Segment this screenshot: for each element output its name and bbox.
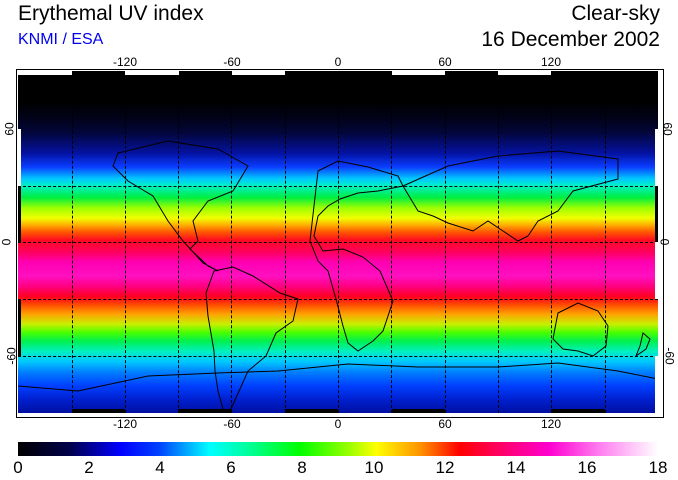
longitude-gridline bbox=[125, 71, 126, 413]
border-segment bbox=[72, 409, 125, 413]
colorbar-tick: 16 bbox=[577, 458, 597, 477]
border-segment bbox=[551, 409, 605, 413]
lat-tick-right: 0 bbox=[657, 238, 672, 246]
lon-tick-top: 0 bbox=[334, 55, 342, 69]
border-segment bbox=[655, 186, 658, 242]
lat-tick-left: 0 bbox=[0, 238, 14, 246]
colorbar-tick: 10 bbox=[364, 458, 384, 477]
border-segment bbox=[655, 356, 658, 413]
longitude-gridline bbox=[285, 71, 286, 413]
lon-tick-bottom: 120 bbox=[540, 417, 562, 431]
longitude-gridline bbox=[391, 71, 392, 413]
colorbar bbox=[18, 442, 658, 456]
longitude-gridline bbox=[178, 71, 179, 413]
condition-label: Clear-sky bbox=[571, 2, 660, 25]
lon-tick-top: 60 bbox=[438, 55, 452, 69]
colorbar-tick: 8 bbox=[297, 458, 307, 477]
source-label: KNMI / ESA bbox=[18, 31, 104, 48]
longitude-gridline bbox=[231, 71, 232, 413]
lat-tick-right: -60 bbox=[662, 347, 677, 365]
border-segment bbox=[18, 71, 72, 75]
border-segment bbox=[498, 71, 551, 75]
border-segment bbox=[18, 186, 21, 242]
lon-tick-top: -120 bbox=[112, 55, 138, 69]
border-segment bbox=[178, 409, 232, 413]
colorbar-tick: 4 bbox=[155, 458, 165, 477]
border-segment bbox=[18, 129, 21, 186]
border-segment bbox=[125, 71, 179, 75]
longitude-gridline bbox=[445, 71, 446, 413]
lat-tick-left: -60 bbox=[4, 347, 19, 365]
lon-tick-top: 120 bbox=[540, 55, 562, 69]
longitude-gridline bbox=[605, 71, 606, 413]
colorbar-tick: 12 bbox=[435, 458, 455, 477]
colorbar-tick: 2 bbox=[84, 458, 94, 477]
uv-index-map bbox=[18, 71, 658, 413]
lat-tick-left: 60 bbox=[2, 122, 17, 136]
colorbar-tick: 18 bbox=[648, 458, 668, 477]
longitude-gridline bbox=[551, 71, 552, 413]
colorbar-tick: 14 bbox=[506, 458, 526, 477]
lon-tick-bottom: -60 bbox=[223, 417, 241, 431]
border-segment bbox=[285, 409, 338, 413]
border-segment bbox=[18, 299, 21, 356]
border-segment bbox=[392, 71, 445, 75]
lat-tick-right: 60 bbox=[660, 122, 675, 136]
border-segment bbox=[232, 71, 285, 75]
longitude-gridline bbox=[338, 71, 339, 413]
lon-tick-bottom: 0 bbox=[334, 417, 342, 431]
colorbar-tick: 0 bbox=[13, 458, 23, 477]
lon-tick-bottom: 60 bbox=[438, 417, 452, 431]
longitude-gridline bbox=[72, 71, 73, 413]
longitude-gridline bbox=[498, 71, 499, 413]
border-segment bbox=[655, 129, 658, 186]
map-title: Erythemal UV index bbox=[18, 2, 204, 25]
date-label: 16 December 2002 bbox=[481, 28, 660, 51]
colorbar-tick: 6 bbox=[226, 458, 236, 477]
border-segment bbox=[655, 242, 658, 299]
lon-tick-bottom: -120 bbox=[112, 417, 138, 431]
lon-tick-top: -60 bbox=[223, 55, 241, 69]
border-segment bbox=[392, 409, 445, 413]
